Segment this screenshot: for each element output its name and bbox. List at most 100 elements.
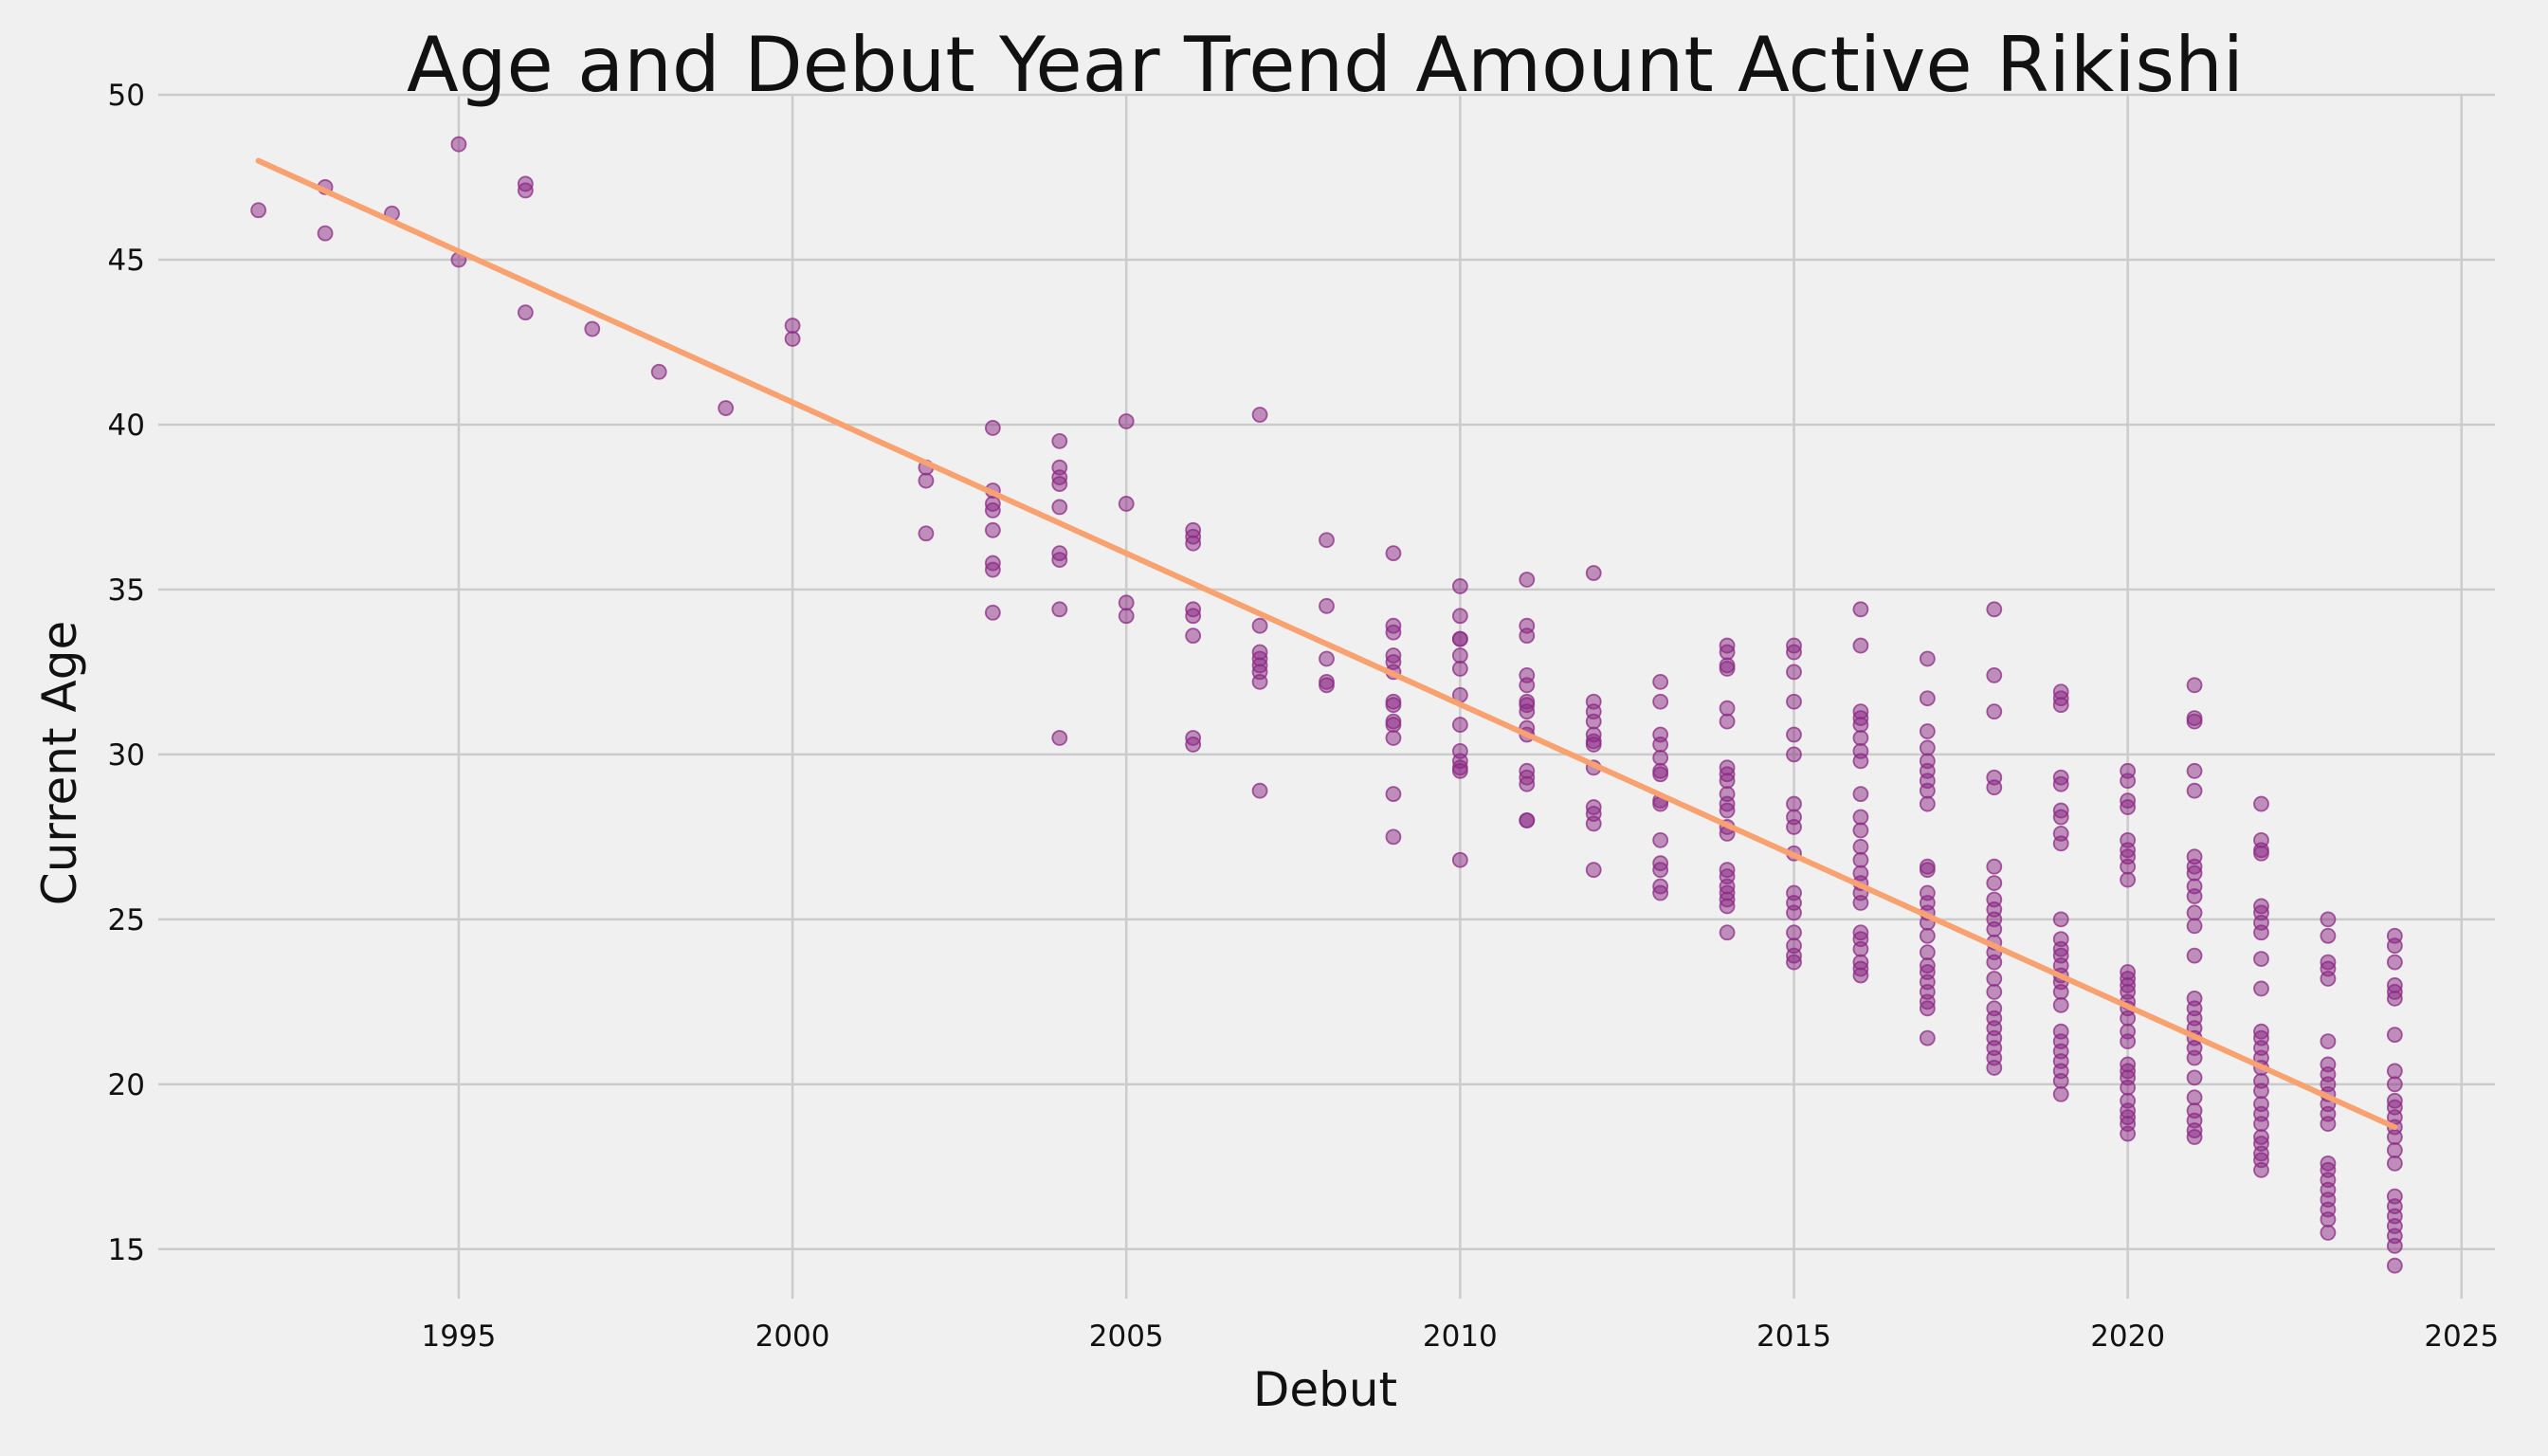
data-point (1585, 713, 1602, 730)
data-point (1385, 717, 1402, 733)
data-point (784, 331, 801, 347)
data-point (1986, 971, 2003, 987)
data-point (1585, 815, 1602, 832)
data-point (2186, 947, 2203, 964)
x-tick-label: 2025 (2424, 1320, 2499, 1354)
data-point (1652, 831, 1669, 848)
data-point (2186, 1129, 2203, 1145)
data-point (2052, 1072, 2069, 1089)
trend-line-group (255, 157, 2398, 1131)
data-point (1852, 851, 1869, 868)
data-point (1585, 565, 1602, 581)
data-point (1986, 858, 2003, 875)
data-point (1652, 737, 1669, 753)
data-point (2253, 1161, 2269, 1178)
data-point (1919, 650, 1936, 667)
data-point (1385, 697, 1402, 714)
data-point (918, 472, 935, 489)
data-point (2186, 677, 2203, 694)
data-point (2052, 809, 2069, 826)
data-point (1652, 862, 1669, 879)
data-point (2320, 1211, 2337, 1228)
data-point (984, 502, 1001, 519)
data-point (1719, 802, 1736, 819)
data-point (2386, 1237, 2403, 1254)
data-point (2186, 918, 2203, 935)
data-point (2253, 951, 2269, 968)
data-point (1852, 967, 1869, 984)
data-point (1786, 819, 1802, 835)
data-point (2186, 713, 2203, 730)
data-point (1986, 875, 2003, 891)
data-point (1986, 954, 2003, 971)
data-point (1919, 723, 1936, 739)
data-point (1852, 940, 1869, 957)
data-point (1385, 786, 1402, 803)
data-point (984, 604, 1001, 621)
data-point (2320, 911, 2337, 928)
data-point (517, 304, 534, 321)
data-point (584, 320, 601, 337)
data-point (2120, 1079, 2137, 1096)
data-point (1185, 628, 1202, 645)
grid-lines (158, 93, 2495, 1299)
data-point (1719, 773, 1736, 790)
data-point (1852, 637, 1869, 654)
data-point (317, 225, 334, 242)
data-point (1919, 1000, 1936, 1017)
data-point (1919, 782, 1936, 799)
y-tick-label: 35 (108, 573, 145, 608)
y-tick-label: 25 (108, 903, 145, 937)
data-point (1719, 924, 1736, 941)
data-point (1118, 496, 1135, 512)
data-point (1385, 828, 1402, 846)
y-tick-label: 45 (108, 244, 145, 278)
data-point (1451, 630, 1468, 647)
data-point (984, 521, 1001, 538)
data-point (1852, 822, 1869, 839)
data-point (1786, 954, 1802, 971)
chart-title: Age and Debut Year Trend Amount Active R… (407, 21, 2244, 109)
data-point (2386, 1257, 2403, 1274)
data-point (2386, 1027, 2403, 1044)
x-axis-label: Debut (1253, 1362, 1397, 1417)
data-point (2120, 1010, 2137, 1027)
data-point (2052, 996, 2069, 1013)
x-tick-label: 2015 (1756, 1320, 1831, 1354)
data-point (1251, 782, 1268, 799)
data-point (1719, 644, 1736, 661)
data-point (1919, 927, 1936, 944)
data-point (2186, 762, 2203, 779)
data-point (1986, 984, 2003, 1000)
data-point (2386, 1063, 2403, 1080)
data-point (2120, 1125, 2137, 1142)
data-point (1786, 795, 1802, 812)
data-point (1986, 666, 2003, 683)
data-point (1451, 762, 1468, 779)
data-point (1719, 700, 1736, 717)
data-points (250, 136, 2403, 1274)
x-tick-label: 2005 (1089, 1320, 1164, 1354)
data-point (2253, 1083, 2269, 1100)
data-point (2253, 795, 2269, 812)
data-point (2320, 971, 2337, 987)
data-point (1519, 572, 1536, 588)
data-point (1719, 661, 1736, 677)
data-point (1919, 690, 1936, 707)
data-point (1519, 775, 1536, 792)
data-point (1051, 730, 1068, 746)
data-point (1185, 608, 1202, 625)
data-point (2320, 1225, 2337, 1241)
data-point (1319, 677, 1335, 694)
data-point (2186, 888, 2203, 904)
data-point (1852, 753, 1869, 770)
data-point (2253, 924, 2269, 941)
data-point (250, 202, 267, 219)
data-point (1786, 904, 1802, 921)
y-tick-label: 20 (108, 1068, 145, 1102)
data-point (1319, 650, 1335, 667)
data-point (2120, 799, 2137, 815)
data-point (1385, 730, 1402, 746)
